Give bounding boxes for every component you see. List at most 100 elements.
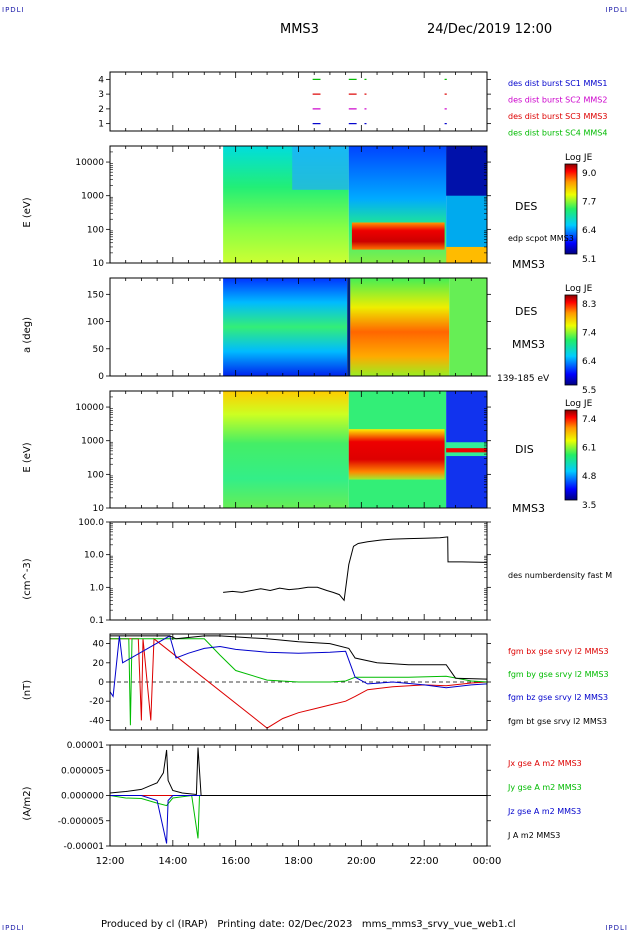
colorbar-title: Log JE — [565, 399, 593, 409]
dis-region-2-hot — [348, 429, 445, 480]
colorbar-tick-label: 7.7 — [582, 198, 596, 208]
x-tick-label: 14:00 — [158, 856, 187, 867]
y-tick-label: 10 — [93, 504, 105, 514]
y-tick-label: 20 — [93, 659, 105, 669]
y-tick-label: 1000 — [81, 192, 104, 202]
colorbar-tick-label: 3.5 — [582, 501, 596, 511]
y-tick-label: -0.000005 — [58, 817, 104, 827]
panel-frame-4 — [109, 521, 488, 621]
colorbar-title: Log JE — [565, 153, 593, 163]
footer-produced-by: Produced by cl (IRAP) — [101, 919, 208, 930]
y-axis-label: a (deg) — [22, 317, 33, 353]
y-tick-label: 2 — [98, 105, 104, 115]
series-legend-label: fgm bx gse srvy l2 MMS3 — [508, 647, 609, 656]
x-tick-label: 18:00 — [284, 856, 313, 867]
y-tick-label: 100.0 — [78, 518, 104, 528]
y-tick-label: 10000 — [75, 403, 104, 413]
dis-region-1 — [223, 391, 349, 508]
overlay-label: edp scpot MMS3 — [508, 234, 574, 243]
panel-frame-0 — [109, 71, 488, 132]
side-label: 139-185 eV — [497, 374, 550, 384]
colorbar-tick-label: 6.4 — [582, 226, 597, 236]
footer-file: mms_mms3_srvy_vue_web1.cl — [361, 919, 516, 930]
side-label: MMS3 — [512, 502, 545, 515]
dis-region-3c — [446, 448, 487, 453]
burst-legend-label: des dist burst SC1 MMS1 — [508, 79, 607, 88]
colorbar-tick-label: 5.1 — [582, 255, 596, 265]
colorbar-tick-label: 4.8 — [582, 472, 597, 482]
fgm-series-line — [110, 635, 488, 680]
y-tick-label: 10.0 — [84, 551, 104, 561]
side-label: DIS — [515, 443, 534, 456]
side-label: DES — [515, 305, 537, 318]
y-tick-label: 4 — [98, 75, 104, 85]
burst-legend-label: des dist burst SC4 MMS4 — [508, 129, 607, 138]
series-legend-label: Jx gse A m2 MMS3 — [507, 759, 582, 768]
fgm-series-line — [110, 637, 488, 729]
corner-label-bottom-left: IPDLI — [2, 924, 25, 932]
fgm-series-line — [110, 638, 488, 726]
des-energy-region-1b — [292, 146, 349, 190]
corner-label-top-right: IPDLI — [605, 6, 628, 14]
spacecraft-title: MMS3 — [280, 22, 319, 37]
corner-label-top-left: IPDLI — [2, 6, 25, 14]
series-legend-label: fgm by gse srvy l2 MMS3 — [508, 670, 609, 679]
x-tick-label: 20:00 — [347, 856, 376, 867]
series-legend-label: Jy gse A m2 MMS3 — [507, 783, 582, 792]
series-legend-label: Jz gse A m2 MMS3 — [507, 807, 581, 816]
y-tick-label: 100 — [87, 318, 104, 328]
y-tick-label: 3 — [98, 90, 104, 100]
y-tick-label: -40 — [89, 716, 104, 726]
y-tick-label: 0.000000 — [61, 792, 104, 802]
y-axis-label: (nT) — [22, 680, 33, 700]
y-tick-label: 150 — [87, 290, 104, 300]
side-label: MMS3 — [512, 338, 545, 351]
pitch-region-2 — [350, 278, 450, 376]
corner-label-bottom-right: IPDLI — [605, 924, 628, 932]
side-label: MMS3 — [512, 258, 545, 271]
y-axis-label: E (eV) — [22, 197, 33, 227]
x-tick-label: 12:00 — [96, 856, 125, 867]
y-tick-label: 10 — [93, 259, 105, 269]
colorbar-title: Log JE — [565, 284, 593, 294]
y-tick-label: 50 — [93, 345, 105, 355]
footer-text: Produced by cl (IRAP) Printing date: 02/… — [101, 919, 516, 930]
colorbar-2 — [564, 294, 578, 386]
date-title: 24/Dec/2019 12:00 — [427, 22, 553, 37]
colorbar-1 — [564, 163, 578, 255]
burst-legend-label: des dist burst SC2 MMS2 — [508, 96, 607, 105]
y-tick-label: 100 — [87, 225, 104, 235]
footer-printing-date: Printing date: 02/Dec/2023 — [217, 919, 353, 930]
colorbar-tick-label: 8.3 — [582, 300, 596, 310]
x-tick-label: 22:00 — [410, 856, 439, 867]
series-legend-label: fgm bt gse srvy l2 MMS3 — [508, 717, 607, 726]
colorbar-tick-label: 7.4 — [582, 329, 597, 339]
x-tick-label: 16:00 — [221, 856, 250, 867]
y-tick-label: 1.0 — [90, 583, 105, 593]
y-tick-label: 1 — [98, 120, 104, 130]
pitch-region-gap — [347, 278, 351, 376]
y-tick-label: 40 — [93, 640, 105, 650]
colorbar-tick-label: 5.5 — [582, 386, 596, 396]
burst-legend-label: des dist burst SC3 MMS3 — [508, 112, 607, 121]
des-energy-region-3b — [446, 146, 487, 196]
y-axis-label: (cm^-3) — [22, 558, 33, 599]
des-energy-hot-band — [351, 222, 445, 250]
series-legend-label: des numberdensity fast M — [508, 571, 612, 580]
side-label: DES — [515, 200, 537, 213]
y-tick-label: 1000 — [81, 437, 104, 447]
y-tick-label: 10000 — [75, 158, 104, 168]
fgm-series-line — [109, 635, 488, 698]
y-tick-label: -0.00001 — [64, 842, 104, 852]
y-tick-label: 100 — [87, 470, 104, 480]
colorbar-tick-label: 9.0 — [582, 169, 597, 179]
y-tick-label: -20 — [89, 697, 104, 707]
pitch-region-1 — [223, 278, 348, 376]
des-energy-region-3c — [446, 246, 487, 263]
colorbar-tick-label: 6.1 — [582, 444, 596, 454]
y-tick-label: 0.1 — [90, 616, 104, 626]
y-axis-label: (A/m2) — [22, 786, 33, 820]
density-series-line — [223, 536, 488, 602]
y-tick-label: 0.000005 — [61, 766, 104, 776]
series-legend-label: fgm bz gse srvy l2 MMS3 — [508, 693, 608, 702]
